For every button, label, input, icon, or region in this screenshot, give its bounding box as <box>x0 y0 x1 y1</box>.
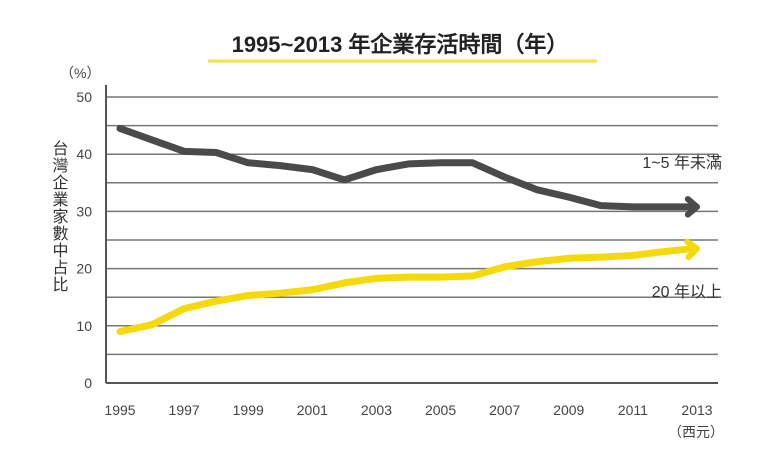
x-tick-label: 2003 <box>361 402 392 418</box>
series-arrow-1 <box>684 238 700 261</box>
y-tick-label: 30 <box>76 203 92 219</box>
x-tick-label: 2005 <box>425 402 456 418</box>
x-tick-label: 2007 <box>489 402 520 418</box>
x-tick-label: 1995 <box>104 402 135 418</box>
y-axis-label: 台灣企業家數中占比 <box>50 140 69 293</box>
x-tick-label: 2009 <box>553 402 584 418</box>
y-unit-label: （%） <box>60 65 100 81</box>
y-tick-label: 20 <box>76 261 92 277</box>
x-tick-label: 1999 <box>233 402 264 418</box>
x-tick-label: 1997 <box>169 402 200 418</box>
series-line-0 <box>116 124 697 211</box>
series-label-1: 20 年以上 <box>652 283 722 301</box>
y-tick-label: 50 <box>76 89 92 105</box>
x-tick-label: 2011 <box>618 402 648 418</box>
y-tick-label: 0 <box>84 375 92 391</box>
y-tick-label: 10 <box>76 318 92 334</box>
series-arrow-0 <box>684 196 700 218</box>
x-tick-label: 2013 <box>681 402 712 418</box>
x-tick-label: 2001 <box>297 402 328 418</box>
chart-title: 1995~2013 年企業存活時間（年） <box>232 32 569 57</box>
series-line-1 <box>116 245 697 336</box>
series-label-0: 1~5 年未滿 <box>642 154 722 172</box>
y-tick-label: 40 <box>76 146 92 162</box>
x-unit-label: （西元） <box>668 424 724 440</box>
